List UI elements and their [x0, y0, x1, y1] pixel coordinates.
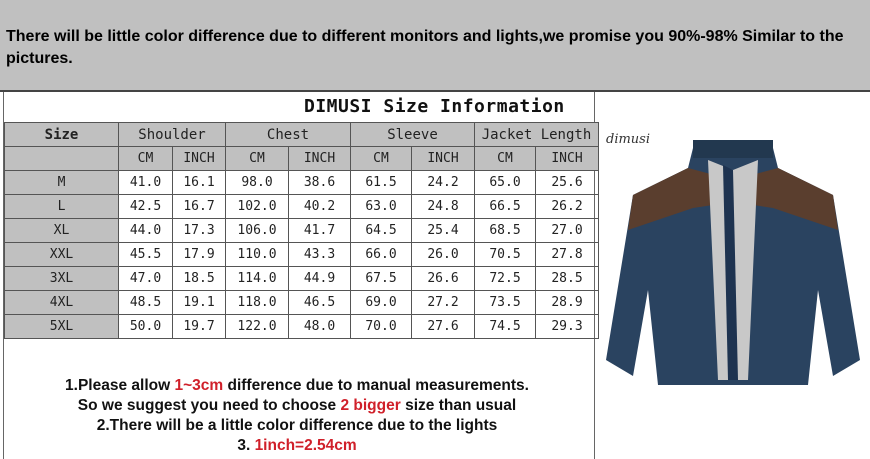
measurement-cell: 61.5	[350, 170, 412, 195]
measurement-cell: 26.0	[411, 242, 475, 267]
unit-header: INCH	[288, 146, 351, 171]
measurement-cell: 27.6	[411, 314, 475, 339]
measurement-cell: 26.2	[535, 194, 599, 219]
note-1b: So we suggest you need to choose 2 bigge…	[77, 397, 517, 414]
measurement-cell: 24.2	[411, 170, 475, 195]
measurement-cell: 118.0	[225, 290, 289, 315]
blank-cell	[4, 146, 119, 171]
measurement-cell: 19.1	[172, 290, 226, 315]
size-label: XXL	[4, 242, 119, 267]
measurement-cell: 102.0	[225, 194, 289, 219]
measurement-cell: 42.5	[118, 194, 173, 219]
measurement-cell: 122.0	[225, 314, 289, 339]
measurement-cell: 38.6	[288, 170, 351, 195]
table-row: 4XL 48.5 19.1 118.0 46.5 69.0 27.2 73.5 28.9	[4, 290, 599, 315]
size-label: 3XL	[4, 266, 119, 291]
unit-header: INCH	[535, 146, 599, 171]
size-label: L	[4, 194, 119, 219]
measurement-cell: 66.5	[474, 194, 536, 219]
measurement-cell: 74.5	[474, 314, 536, 339]
measurement-cell: 24.8	[411, 194, 475, 219]
table-row: XXL 45.5 17.9 110.0 43.3 66.0 26.0 70.5 27.8	[4, 242, 599, 267]
measurement-cell: 70.5	[474, 242, 536, 267]
table-row: M 41.0 16.1 98.0 38.6 61.5 24.2 65.0 25.6	[4, 170, 599, 195]
size-table: Size Shoulder Chest Sleeve Jacket Length CM IN…	[4, 122, 599, 339]
unit-header: CM	[474, 146, 536, 171]
measurement-cell: 45.5	[118, 242, 173, 267]
measurement-cell: 17.9	[172, 242, 226, 267]
measurement-cell: 25.6	[535, 170, 599, 195]
jacket-image	[606, 140, 860, 385]
measurement-cell: 64.5	[350, 218, 412, 243]
measurement-cell: 110.0	[225, 242, 289, 267]
measurement-cell: 41.7	[288, 218, 351, 243]
measurement-cell: 106.0	[225, 218, 289, 243]
measurement-cell: 68.5	[474, 218, 536, 243]
measurement-cell: 40.2	[288, 194, 351, 219]
disclaimer-text: There will be little color difference du…	[6, 28, 844, 67]
measurement-cell: 48.0	[288, 314, 351, 339]
notes: 1.Please allow 1~3cm difference due to m…	[4, 376, 590, 456]
measurement-cell: 44.9	[288, 266, 351, 291]
unit-header: CM	[350, 146, 412, 171]
measurement-cell: 47.0	[118, 266, 173, 291]
measurement-cell: 98.0	[225, 170, 289, 195]
measurement-cell: 27.8	[535, 242, 599, 267]
measurement-cell: 63.0	[350, 194, 412, 219]
measurement-cell: 25.4	[411, 218, 475, 243]
measurement-cell: 26.6	[411, 266, 475, 291]
group-header: Chest	[225, 122, 351, 147]
measurement-cell: 72.5	[474, 266, 536, 291]
measurement-cell: 27.2	[411, 290, 475, 315]
measurement-cell: 28.9	[535, 290, 599, 315]
measurement-cell: 18.5	[172, 266, 226, 291]
measurement-cell: 46.5	[288, 290, 351, 315]
measurement-cell: 27.0	[535, 218, 599, 243]
table-row: 5XL 50.0 19.7 122.0 48.0 70.0 27.6 74.5 29.3	[4, 314, 599, 339]
measurement-cell: 50.0	[118, 314, 173, 339]
measurement-cell: 114.0	[225, 266, 289, 291]
disclaimer-banner: There will be little color difference du…	[0, 0, 870, 92]
group-header: Shoulder	[118, 122, 226, 147]
measurement-cell: 65.0	[474, 170, 536, 195]
chart-title: DIMUSI Size Information	[304, 96, 565, 117]
measurement-cell: 69.0	[350, 290, 412, 315]
measurement-cell: 67.5	[350, 266, 412, 291]
table-row: 3XL 47.0 18.5 114.0 44.9 67.5 26.6 72.5 28.5	[4, 266, 599, 291]
measurement-cell: 43.3	[288, 242, 351, 267]
note-1: 1.Please allow 1~3cm difference due to m…	[65, 377, 529, 394]
measurement-cell: 66.0	[350, 242, 412, 267]
table-row: L 42.5 16.7 102.0 40.2 63.0 24.8 66.5 26.2	[4, 194, 599, 219]
measurement-cell: 16.7	[172, 194, 226, 219]
measurement-cell: 19.7	[172, 314, 226, 339]
measurement-cell: 28.5	[535, 266, 599, 291]
header-row: Size Shoulder Chest Sleeve Jacket Length	[4, 122, 599, 147]
measurement-cell: 48.5	[118, 290, 173, 315]
size-label: XL	[4, 218, 119, 243]
size-label: 4XL	[4, 290, 119, 315]
unit-row: CM INCH CM INCH CM INCH CM INCH	[4, 146, 599, 171]
group-header: Jacket Length	[474, 122, 599, 147]
unit-header: INCH	[172, 146, 226, 171]
unit-header: CM	[225, 146, 289, 171]
brand-logo: dimusi	[606, 132, 651, 147]
size-header: Size	[4, 122, 119, 147]
measurement-cell: 41.0	[118, 170, 173, 195]
table-row: XL 44.0 17.3 106.0 41.7 64.5 25.4 68.5 27.0	[4, 218, 599, 243]
unit-header: INCH	[411, 146, 475, 171]
measurement-cell: 16.1	[172, 170, 226, 195]
size-label: 5XL	[4, 314, 119, 339]
measurement-cell: 29.3	[535, 314, 599, 339]
note-2: 2.There will be a little color differenc…	[96, 417, 498, 434]
group-header: Sleeve	[350, 122, 475, 147]
unit-header: CM	[118, 146, 173, 171]
size-label: M	[4, 170, 119, 195]
measurement-cell: 44.0	[118, 218, 173, 243]
measurement-cell: 70.0	[350, 314, 412, 339]
measurement-cell: 73.5	[474, 290, 536, 315]
measurement-cell: 17.3	[172, 218, 226, 243]
note-3: 3. 1inch=2.54cm	[237, 437, 357, 454]
